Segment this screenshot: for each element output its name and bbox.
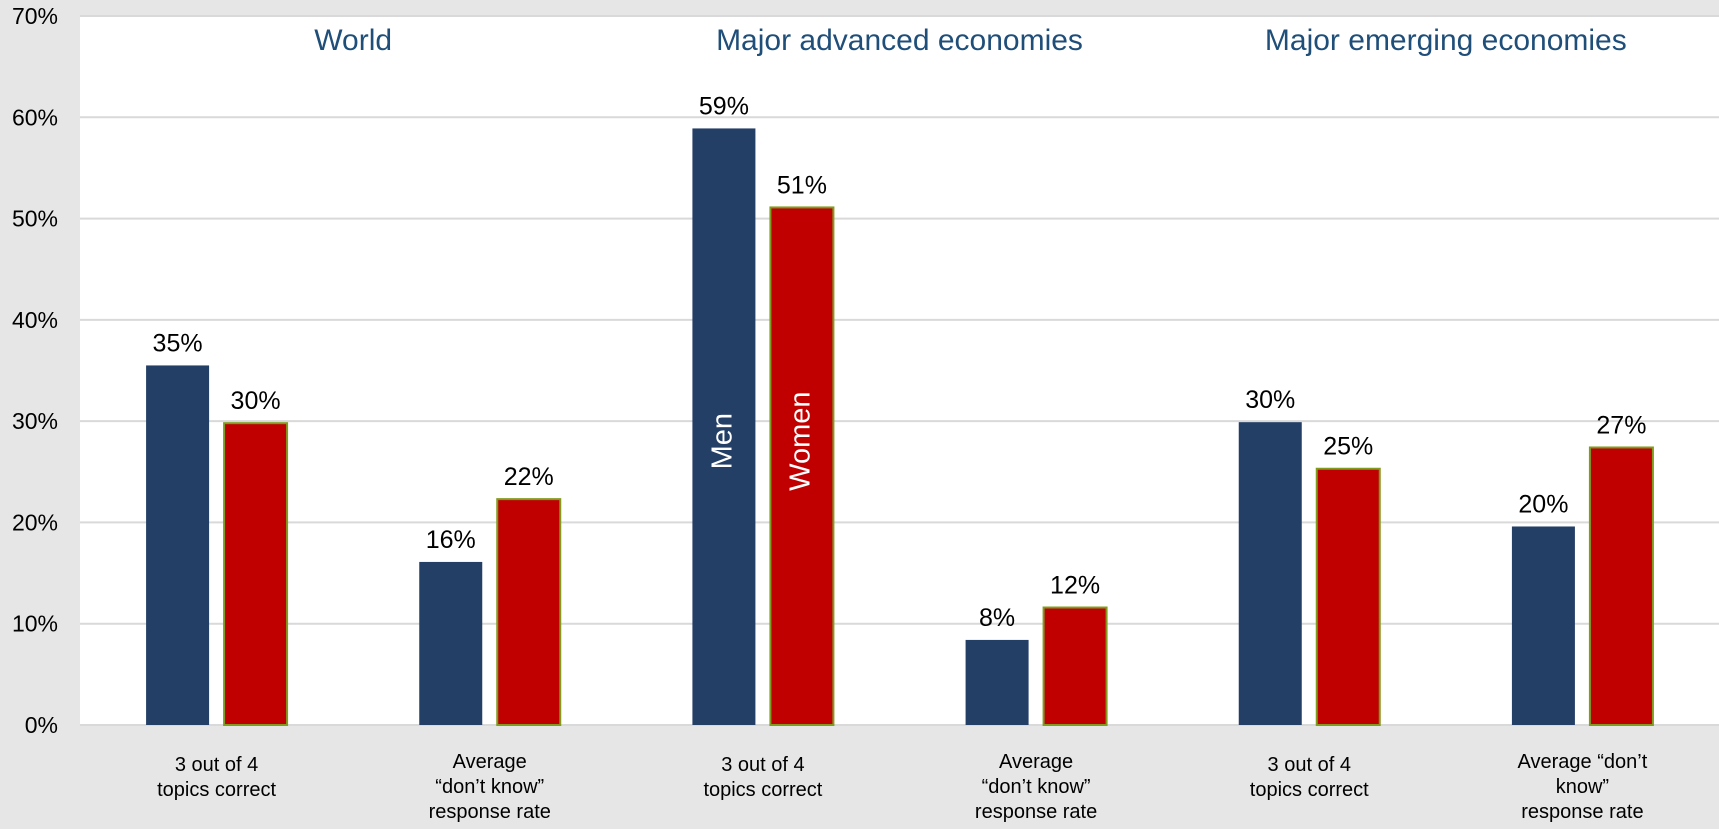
group-title: Major advanced economies [716, 24, 1083, 57]
category-labels: 3 out of 4 topics correct Average “don’t kn… [157, 751, 1648, 823]
data-label: 8% [979, 604, 1015, 632]
bar-women [1588, 446, 1654, 726]
data-label: 59% [699, 92, 749, 120]
data-label: 20% [1518, 490, 1568, 518]
bar-women [1315, 467, 1381, 726]
y-tick-label: 40% [12, 307, 58, 333]
data-label: 22% [504, 463, 554, 491]
category-label: Average “don’t know” response rate [1518, 751, 1648, 823]
category-label: 3 out of 4 topics correct [157, 754, 276, 801]
group-titles: World Major advanced economies Major emerg… [314, 24, 1626, 57]
y-tick-label: 70% [12, 3, 58, 29]
bar-men [1511, 526, 1575, 725]
group-title: World [314, 24, 392, 57]
data-label: 30% [1245, 386, 1295, 414]
y-tick-label: 50% [12, 206, 58, 232]
bar-men [965, 639, 1029, 725]
bar-men [419, 561, 483, 725]
data-label: 12% [1050, 572, 1100, 600]
bar-women [496, 498, 562, 726]
y-axis: 0% 10% 20% 30% 40% 50% 60% 70% [12, 3, 58, 738]
series-label-women: Women [785, 391, 817, 490]
bar-men [146, 365, 210, 725]
category-label: Average “don’t know” response rate [429, 751, 551, 823]
gridlines [80, 15, 1719, 726]
group-title: Major emerging economies [1265, 24, 1627, 57]
data-labels: 35% 30% 16% 22% 59% Men 51% Women 8% 12% 30% 25% 20%… [153, 92, 1647, 631]
data-label: 27% [1596, 411, 1646, 439]
category-label: 3 out of 4 topics correct [1250, 754, 1369, 801]
bar-men [1238, 422, 1302, 725]
data-label: 35% [153, 329, 203, 357]
y-tick-label: 60% [12, 104, 58, 130]
y-tick-label: 0% [25, 712, 58, 738]
bars [146, 128, 1654, 726]
bar-women [769, 206, 835, 726]
category-label: Average “don’t know” response rate [975, 751, 1097, 823]
data-label: 25% [1323, 433, 1373, 461]
category-label: 3 out of 4 topics correct [703, 754, 822, 801]
data-label: 30% [231, 387, 281, 415]
y-tick-label: 30% [12, 408, 58, 434]
data-label: 16% [426, 526, 476, 554]
bar-women [223, 422, 289, 726]
bar-women [1042, 606, 1108, 726]
series-label-men: Men [707, 413, 739, 469]
y-tick-label: 20% [12, 509, 58, 535]
y-tick-label: 10% [12, 611, 58, 637]
plot-area [80, 16, 1719, 725]
data-label: 51% [777, 171, 827, 199]
bar-men [692, 128, 756, 726]
